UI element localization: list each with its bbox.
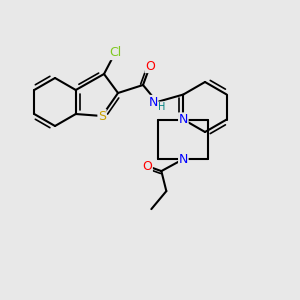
- Text: O: O: [142, 160, 152, 172]
- Text: N: N: [179, 153, 188, 166]
- Text: Cl: Cl: [109, 46, 121, 59]
- Text: N: N: [148, 95, 158, 109]
- Text: H: H: [158, 102, 166, 112]
- Text: S: S: [98, 110, 106, 122]
- Text: O: O: [145, 59, 155, 73]
- Text: N: N: [179, 113, 188, 126]
